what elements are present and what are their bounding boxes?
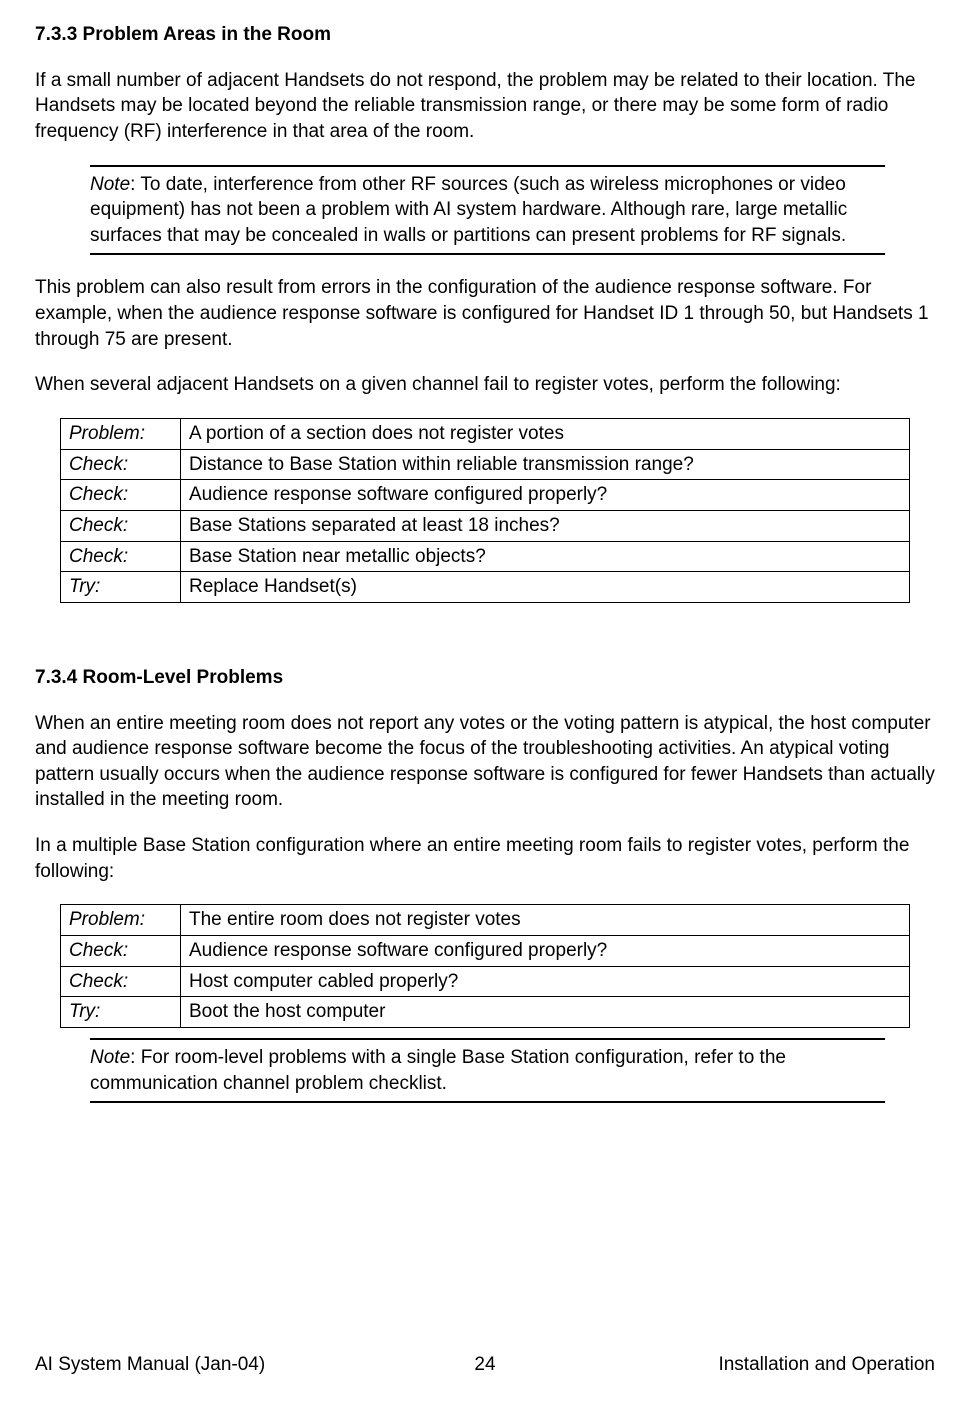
table-734: Problem: The entire room does not regist…: [60, 904, 910, 1028]
section-733-heading: 7.3.3 Problem Areas in the Room: [35, 22, 935, 48]
table-label: Check:: [61, 966, 181, 997]
table-value: Distance to Base Station within reliable…: [181, 449, 910, 480]
note-box-2: Note: For room-level problems with a sin…: [90, 1038, 885, 1103]
table-value: Audience response software configured pr…: [181, 936, 910, 967]
table-733: Problem: A portion of a section does not…: [60, 418, 910, 603]
footer-right: Installation and Operation: [718, 1352, 935, 1378]
table-label: Check:: [61, 936, 181, 967]
note2-label: Note: [90, 1047, 130, 1068]
page-footer: AI System Manual (Jan-04) 24 Installatio…: [35, 1352, 935, 1378]
section-733-para2: This problem can also result from errors…: [35, 275, 935, 352]
table-row: Problem: The entire room does not regist…: [61, 905, 910, 936]
table-row: Check: Host computer cabled properly?: [61, 966, 910, 997]
table-row: Check: Base Station near metallic object…: [61, 541, 910, 572]
note1-body: : To date, interference from other RF so…: [90, 174, 847, 246]
footer-left: AI System Manual (Jan-04): [35, 1352, 265, 1378]
table-label: Check:: [61, 449, 181, 480]
table-label: Try:: [61, 572, 181, 603]
table-label: Check:: [61, 510, 181, 541]
section-733-para1: If a small number of adjacent Handsets d…: [35, 68, 935, 145]
table-row: Check: Base Stations separated at least …: [61, 510, 910, 541]
table-value: Replace Handset(s): [181, 572, 910, 603]
table-value: A portion of a section does not register…: [181, 419, 910, 450]
table-value: Base Stations separated at least 18 inch…: [181, 510, 910, 541]
table-label: Try:: [61, 997, 181, 1028]
footer-center: 24: [474, 1352, 495, 1378]
table-label: Check:: [61, 480, 181, 511]
table-value: Base Station near metallic objects?: [181, 541, 910, 572]
table-value: Audience response software configured pr…: [181, 480, 910, 511]
table-row: Check: Distance to Base Station within r…: [61, 449, 910, 480]
table-value: The entire room does not register votes: [181, 905, 910, 936]
table-label: Problem:: [61, 419, 181, 450]
note1-label: Note: [90, 174, 130, 195]
note2-body: : For room-level problems with a single …: [90, 1047, 786, 1094]
table-value: Host computer cabled properly?: [181, 966, 910, 997]
section-734-para1: When an entire meeting room does not rep…: [35, 711, 935, 814]
table-label: Check:: [61, 541, 181, 572]
table-row: Check: Audience response software config…: [61, 480, 910, 511]
table-label: Problem:: [61, 905, 181, 936]
section-734-para2: In a multiple Base Station configuration…: [35, 833, 935, 884]
note-box-1: Note: To date, interference from other R…: [90, 165, 885, 256]
table-row: Try: Replace Handset(s): [61, 572, 910, 603]
table-row: Check: Audience response software config…: [61, 936, 910, 967]
section-733-para3: When several adjacent Handsets on a give…: [35, 372, 935, 398]
table-row: Try: Boot the host computer: [61, 997, 910, 1028]
table-value: Boot the host computer: [181, 997, 910, 1028]
section-734-heading: 7.3.4 Room-Level Problems: [35, 665, 935, 691]
table-row: Problem: A portion of a section does not…: [61, 419, 910, 450]
